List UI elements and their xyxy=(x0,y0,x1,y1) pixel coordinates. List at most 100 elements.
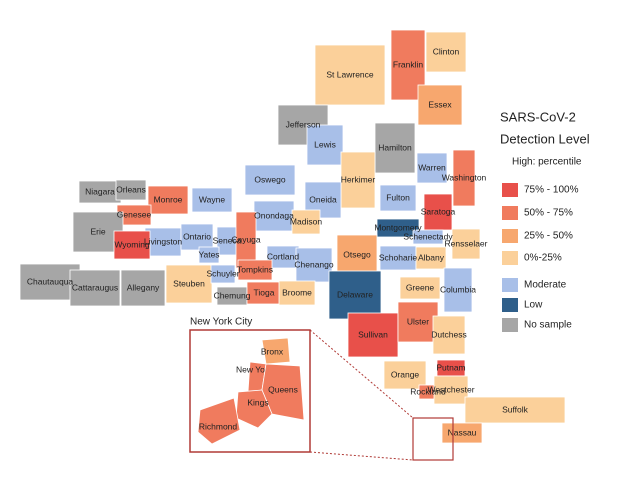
county xyxy=(253,200,295,232)
county-label: Genesee xyxy=(117,209,152,219)
county-label: Franklin xyxy=(393,59,424,69)
legend-subtitle: Detection Level xyxy=(500,131,590,146)
borough-label: Richmond xyxy=(199,421,238,431)
legend-swatch xyxy=(502,206,518,220)
county-label: Saratoga xyxy=(421,206,456,216)
county xyxy=(441,422,483,444)
legend-heading: High: percentile xyxy=(512,157,582,168)
county xyxy=(244,164,296,196)
county-label: Chemung xyxy=(214,290,251,300)
borough-label: Kings xyxy=(247,397,268,407)
county xyxy=(464,396,566,424)
county xyxy=(144,227,182,257)
county-label: Schuyler xyxy=(206,268,239,278)
county-label: Rensselaer xyxy=(445,238,488,248)
county-label: Oswego xyxy=(254,174,285,184)
county-label: Monroe xyxy=(154,194,183,204)
inset-locator xyxy=(412,417,454,461)
county-label: Steuben xyxy=(173,278,205,288)
county-label: Montgomery xyxy=(374,222,422,232)
county xyxy=(69,269,121,307)
borough xyxy=(197,397,241,445)
legend-label: 25% - 50% xyxy=(524,231,573,242)
legend-label: Moderate xyxy=(524,280,567,291)
legend-swatch xyxy=(502,318,518,332)
county xyxy=(165,264,213,304)
county-label: Yates xyxy=(198,249,219,259)
county xyxy=(412,229,444,245)
legend-swatch xyxy=(502,251,518,265)
county xyxy=(115,179,147,201)
county-label: Albany xyxy=(418,252,445,262)
inset-title: New York City xyxy=(190,317,252,328)
county xyxy=(417,84,463,126)
inset-connector xyxy=(309,451,414,461)
county-label: Seneca xyxy=(213,235,242,245)
county-label: Chautauqua xyxy=(27,276,74,286)
county-label: Hamilton xyxy=(378,142,412,152)
county xyxy=(237,259,273,281)
county-label: Fulton xyxy=(386,192,410,202)
county-label: Chenango xyxy=(294,259,334,269)
borough-label: Queens xyxy=(268,384,298,394)
county-label: Ulster xyxy=(407,316,429,326)
borough xyxy=(261,363,305,421)
county-label: Warren xyxy=(418,162,446,172)
county xyxy=(278,280,316,306)
county-label: Clinton xyxy=(433,46,460,56)
inset-connector xyxy=(309,329,414,419)
county xyxy=(210,264,236,284)
legend-title: SARS-CoV-2 xyxy=(500,109,576,124)
legend-swatch xyxy=(502,278,518,292)
county xyxy=(423,193,453,231)
legend-label: 75% - 100% xyxy=(524,185,579,196)
county-label: Oneida xyxy=(309,194,337,204)
county-label: Cattaraugus xyxy=(72,282,118,292)
county-label: Orange xyxy=(391,369,420,379)
county-label: Washington xyxy=(442,172,487,182)
county-label: Jefferson xyxy=(286,119,321,129)
county-label: St Lawrence xyxy=(326,69,374,79)
county-label: Columbia xyxy=(440,284,476,294)
county-label: Wyoming xyxy=(114,239,150,249)
county-label: Livingston xyxy=(144,236,183,246)
county-label: Schoharie xyxy=(379,252,418,262)
county xyxy=(120,269,166,307)
county-label: Broome xyxy=(282,287,312,297)
borough xyxy=(261,337,291,365)
county-label: Westchester xyxy=(427,384,474,394)
county-label: Cayuga xyxy=(231,234,261,244)
county-label: Wayne xyxy=(199,194,225,204)
county xyxy=(191,187,233,213)
county-label: Greene xyxy=(406,282,435,292)
county xyxy=(415,246,447,270)
county-label: Herkimer xyxy=(341,174,376,184)
county-label: Orleans xyxy=(116,184,146,194)
county xyxy=(306,124,344,166)
borough-label: New York xyxy=(236,364,273,374)
county xyxy=(432,315,466,355)
county-label: Suffolk xyxy=(502,404,529,414)
county-label: Onondaga xyxy=(254,210,294,220)
legend-label: 50% - 75% xyxy=(524,208,573,219)
county-label: Lewis xyxy=(314,139,336,149)
county-label: Tompkins xyxy=(237,264,273,274)
county-label: Allegany xyxy=(127,282,160,292)
county-label: Nassau xyxy=(448,427,477,437)
county xyxy=(147,185,189,215)
county xyxy=(383,360,427,390)
county-label: Ontario xyxy=(183,231,211,241)
county xyxy=(399,276,441,300)
legend-label: No sample xyxy=(524,320,572,331)
legend-label: 0%-25% xyxy=(524,253,562,264)
borough-label: Bronx xyxy=(261,346,284,356)
county-label: Essex xyxy=(428,99,452,109)
county xyxy=(328,270,382,320)
county-label: Madison xyxy=(290,216,322,226)
county xyxy=(198,246,220,264)
legend-swatch xyxy=(502,229,518,243)
county xyxy=(379,245,417,271)
